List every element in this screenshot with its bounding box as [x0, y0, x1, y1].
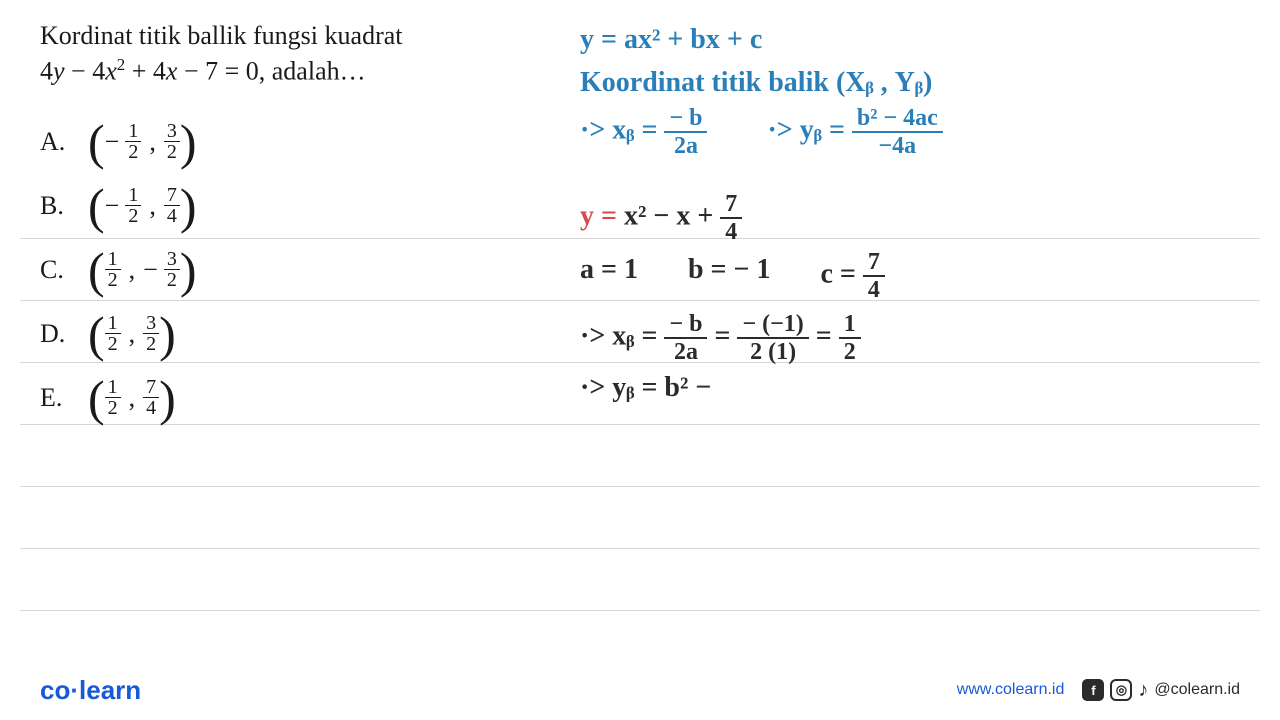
option-B[interactable]: B.(−12,74) — [40, 179, 540, 233]
option-letter: A. — [40, 127, 88, 157]
option-letter: C. — [40, 255, 88, 285]
xb-formula: ·> xᵦ = − b2a — [580, 106, 707, 158]
social-handle: @colearn.id — [1154, 681, 1240, 699]
handwriting-column: y = ax² + bx + c Koordinat titik balik (… — [580, 20, 1220, 412]
option-letter: E. — [40, 383, 88, 413]
coef-c: c = 74 — [820, 250, 884, 302]
problem-title: Kordinat titik ballik fungsi kuadrat — [40, 18, 540, 53]
options-list: A.(−12,32) B.(−12,74) C.(12,−32) D.(12,32) E… — [40, 115, 540, 425]
yb-partial: ·> yᵦ = b² − — [580, 368, 1220, 407]
social-links: f ◎ ♪ @colearn.id — [1082, 679, 1240, 702]
tiktok-icon: ♪ — [1138, 679, 1148, 702]
option-A[interactable]: A.(−12,32) — [40, 115, 540, 169]
coef-b: b = − 1 — [688, 250, 770, 302]
option-D[interactable]: D.(12,32) — [40, 307, 540, 361]
yb-formula: ·> yᵦ = b² − 4ac−4a — [767, 106, 942, 158]
xb-calculation: ·> xᵦ = − b2a = − (−1)2 (1) = 12 — [580, 312, 1220, 364]
facebook-icon: f — [1082, 679, 1104, 701]
option-E[interactable]: E.(12,74) — [40, 371, 540, 425]
general-form: y = ax² + bx + c — [580, 20, 1220, 59]
brand-logo: co·learn — [40, 675, 141, 706]
website-url: www.colearn.id — [957, 681, 1065, 699]
instagram-icon: ◎ — [1110, 679, 1132, 701]
option-C[interactable]: C.(12,−32) — [40, 243, 540, 297]
footer: co·learn www.colearn.id f ◎ ♪ @colearn.i… — [0, 660, 1280, 720]
option-letter: D. — [40, 319, 88, 349]
problem-equation: 4y − 4x2 + 4x − 7 = 0, adalah… — [40, 55, 540, 87]
option-letter: B. — [40, 191, 88, 221]
coefficients-row: a = 1 b = − 1 c = 74 — [580, 250, 1220, 302]
problem-column: Kordinat titik ballik fungsi kuadrat 4y … — [40, 18, 540, 435]
vertex-label: Koordinat titik balik (Xᵦ , Yᵦ) — [580, 63, 1220, 102]
coef-a: a = 1 — [580, 250, 638, 302]
rearranged-equation: y = x² − x + 74 — [580, 192, 1220, 244]
